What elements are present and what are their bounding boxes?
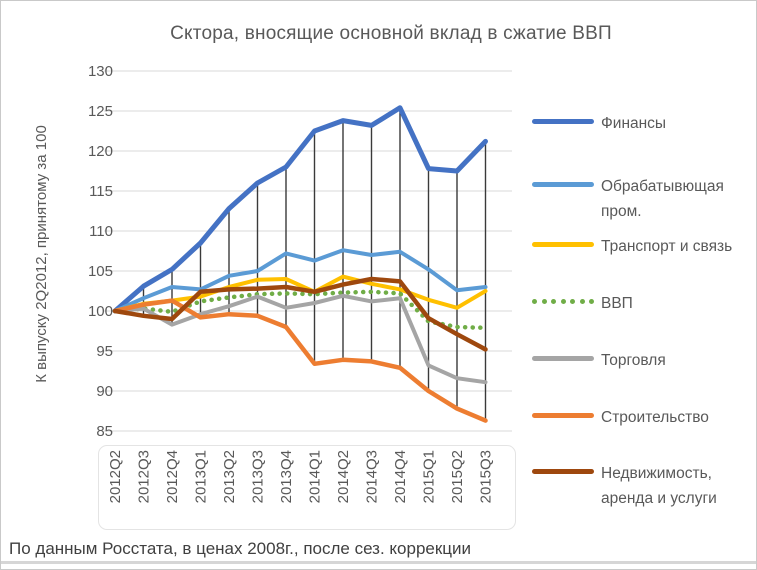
y-tick-label: 115: [89, 183, 113, 200]
legend-swatch-construction: [532, 413, 594, 418]
legend-swatch-gdp: [532, 299, 594, 304]
x-tick-label: 2014Q1: [307, 450, 324, 503]
x-tick-label: 2015Q1: [421, 450, 438, 503]
source-note: По данным Росстата, в ценах 2008г., посл…: [9, 539, 472, 558]
legend-dot: [551, 299, 556, 304]
legend-label-trade: Торговля: [601, 352, 666, 369]
legend-label-finance: Финансы: [601, 115, 667, 132]
series-line-transport: [113, 274, 488, 313]
x-tick-label: 2012Q3: [136, 450, 153, 503]
legend-dot: [560, 299, 566, 304]
x-tick-label: 2013Q3: [250, 450, 267, 503]
series-line-manufacturing: [113, 248, 488, 313]
x-tick-label: 2013Q2: [221, 450, 238, 503]
legend-label-gdp: ВВП: [601, 295, 633, 312]
legend-swatch-finance: [532, 119, 594, 124]
legend-swatch-manufacturing: [532, 182, 594, 187]
x-tick-label: 2014Q4: [392, 450, 409, 503]
chart-title: Сктора, вносящие основной вклад в сжатие…: [170, 23, 612, 44]
x-axis-label-frame: [98, 445, 516, 530]
legend-dot: [589, 299, 594, 304]
y-tick-label: 105: [88, 263, 113, 280]
legend-dot: [579, 299, 585, 304]
legend-dot: [541, 299, 547, 304]
series-line-trade: [113, 293, 488, 385]
y-tick-label: 125: [88, 103, 113, 120]
legend: Финансы Обрабатывющая пром. Транспорт и св…: [532, 61, 754, 531]
bottom-border: [1, 561, 756, 564]
x-tick-label: 2014Q2: [335, 450, 352, 503]
legend-swatch-real-estate: [532, 469, 594, 474]
series-line-gdp: [112, 289, 488, 331]
legend-swatch-transport: [532, 242, 594, 247]
legend-label-construction: Строительство: [601, 409, 709, 426]
y-tick-label: 100: [88, 303, 113, 320]
y-tick-label: 95: [96, 343, 113, 360]
x-tick-label: 2012Q2: [107, 450, 124, 503]
series-line-construction: [112, 298, 488, 423]
x-tick-label: 2015Q2: [449, 450, 466, 503]
x-tick-label: 2014Q3: [364, 450, 381, 503]
legend-item-manufacturing: Обрабатывющая пром.: [532, 174, 753, 224]
y-tick-label: 90: [96, 383, 113, 400]
legend-item-gdp: ВВП: [532, 291, 753, 316]
legend-item-trade: Торговля: [532, 348, 753, 373]
y-tick-label: 110: [89, 223, 113, 240]
legend-swatch-trade: [532, 356, 594, 361]
legend-label-real-estate: Недвижимость, аренда и услуги: [601, 465, 717, 507]
x-tick-label: 2015Q3: [478, 450, 495, 503]
x-tick-label: 2013Q4: [278, 450, 295, 503]
y-tick-label: 85: [96, 423, 113, 440]
legend-item-construction: Строительство: [532, 405, 753, 430]
y-tick-label: 120: [88, 143, 113, 160]
legend-label-transport: Транспорт и связь: [601, 238, 733, 255]
legend-item-real-estate: Недвижимость, аренда и услуги: [532, 461, 753, 511]
legend-item-finance: Финансы: [532, 111, 753, 136]
series-line-real-estate: [112, 276, 488, 352]
legend-item-transport: Транспорт и связь: [532, 234, 753, 259]
x-tick-label: 2013Q1: [193, 450, 210, 503]
legend-dot: [532, 299, 537, 304]
legend-label-manufacturing: Обрабатывющая пром.: [601, 178, 724, 220]
y-tick-label: 130: [88, 63, 113, 80]
legend-dot: [570, 299, 575, 304]
series-line-finance: [112, 105, 488, 314]
x-tick-label: 2012Q4: [164, 450, 181, 503]
